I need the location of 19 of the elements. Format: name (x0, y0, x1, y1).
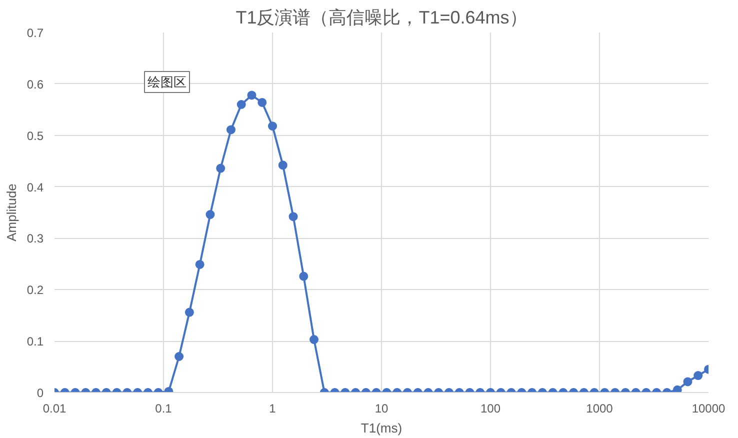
y-tick-label: 0.1 (26, 334, 44, 349)
x-tick-label: 10000 (692, 402, 726, 416)
x-tick-label: 0.1 (155, 402, 172, 416)
y-axis-title: Amplitude (4, 184, 19, 242)
y-tick-label: 0.2 (26, 283, 44, 298)
x-tick-label: 100 (480, 402, 501, 416)
chart-title: T1反演谱（高信噪比，T1=0.64ms） (236, 8, 528, 28)
y-tick-label: 0.5 (26, 128, 44, 143)
y-tick-label: 0.4 (26, 180, 44, 194)
y-tick-label: 0.7 (26, 26, 44, 40)
x-tick-label: 0.01 (42, 402, 67, 416)
x-tick-label: 1 (269, 402, 276, 416)
annotation: 绘图区 (148, 74, 186, 90)
x-axis-title: T1(ms) (360, 420, 402, 436)
y-tick-label: 0.6 (26, 77, 44, 92)
y-tick-label: 0 (36, 386, 44, 400)
x-tick-label: 10 (374, 402, 388, 416)
x-tick-label: 1000 (586, 402, 614, 416)
y-tick-label: 0.3 (26, 232, 44, 246)
